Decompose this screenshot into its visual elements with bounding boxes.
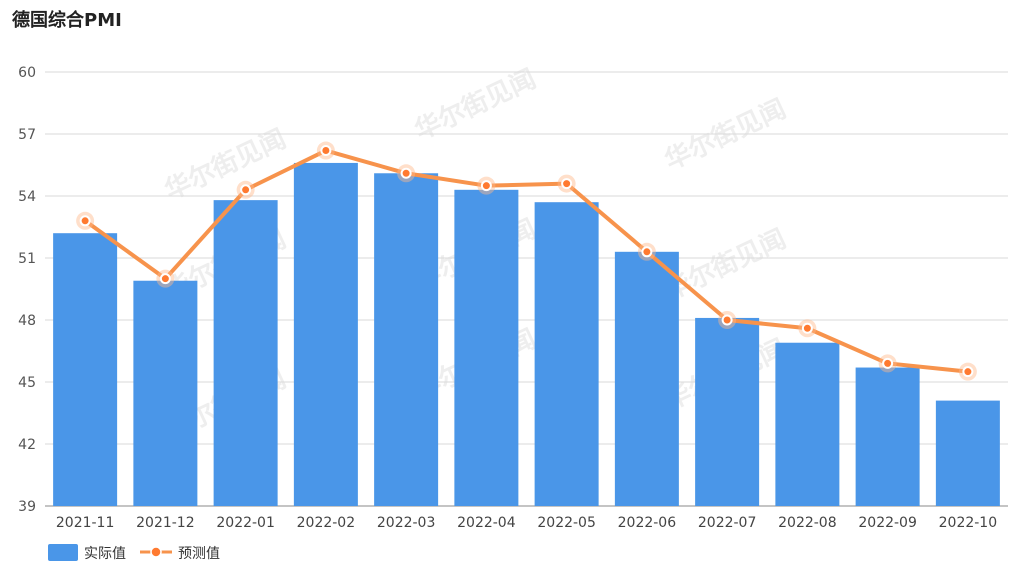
line-series: [76, 141, 977, 381]
x-tick-label: 2022-02: [297, 515, 356, 531]
y-tick-label: 60: [18, 65, 36, 81]
line-point: [240, 184, 252, 196]
y-tick-label: 48: [18, 313, 36, 329]
bar: [534, 202, 599, 506]
y-tick-label: 57: [18, 127, 36, 143]
y-tick-label: 39: [18, 499, 36, 515]
bar: [374, 173, 439, 506]
watermark-text: 华尔街见闻: [160, 123, 291, 206]
y-tick-label: 51: [18, 251, 36, 267]
line-point: [320, 145, 332, 157]
line-point: [882, 357, 894, 369]
line-point: [79, 215, 91, 227]
line-point: [641, 246, 653, 258]
x-tick-label: 2021-11: [56, 515, 115, 531]
legend-label: 实际值: [84, 546, 126, 562]
bar: [695, 317, 760, 506]
legend-label: 预测值: [178, 546, 220, 562]
legend-swatch-bar: [48, 544, 78, 561]
x-tick-label: 2022-08: [778, 515, 837, 531]
y-axis: 39 42 45 48 51 54 57 60: [18, 65, 36, 515]
line-point: [561, 178, 573, 190]
line-point: [159, 273, 171, 285]
legend-swatch-point: [150, 546, 162, 558]
chart-title: 德国综合PMI: [12, 10, 122, 31]
x-tick-label: 2022-01: [216, 515, 275, 531]
bar: [855, 367, 920, 506]
x-tick-label: 2022-04: [457, 515, 516, 531]
x-axis: 2021-11 2021-12 2022-01 2022-02 2022-03 2022-…: [56, 515, 997, 531]
y-tick-label: 45: [18, 375, 36, 391]
x-tick-label: 2022-07: [698, 515, 757, 531]
y-tick-label: 54: [18, 189, 36, 205]
line-point: [801, 322, 813, 334]
bar: [213, 200, 278, 506]
forecast-line: [83, 148, 969, 374]
watermark-text: 华尔街见闻: [660, 93, 791, 176]
bar: [293, 162, 358, 506]
x-tick-label: 2022-05: [537, 515, 596, 531]
bar: [133, 280, 198, 506]
line-point: [480, 180, 492, 192]
legend[interactable]: 实际值 预测值: [48, 544, 220, 562]
line-point: [962, 366, 974, 378]
bar: [454, 189, 519, 507]
x-tick-label: 2022-03: [377, 515, 436, 531]
x-tick-label: 2022-09: [858, 515, 917, 531]
line-point: [721, 314, 733, 326]
grid-lines: [45, 71, 1008, 507]
watermark-text: 华尔街见闻: [660, 223, 791, 306]
y-tick-label: 42: [18, 437, 36, 453]
x-tick-label: 2022-10: [939, 515, 998, 531]
x-tick-label: 2021-12: [136, 515, 195, 531]
line-point: [400, 167, 412, 179]
bar: [614, 251, 679, 506]
bar-series: [53, 162, 1000, 507]
bar: [775, 342, 840, 506]
x-tick-label: 2022-06: [618, 515, 677, 531]
bar: [935, 400, 1000, 506]
bar: [53, 233, 118, 506]
